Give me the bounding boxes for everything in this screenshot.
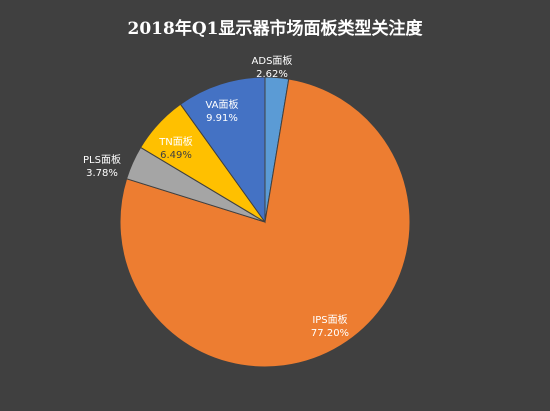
- slice-label-name: TN面板: [158, 135, 193, 148]
- chart-title: 2018年Q1显示器市场面板类型关注度: [127, 19, 423, 39]
- slice-label-name: IPS面板: [312, 313, 347, 326]
- slice-label-value: 9.91%: [206, 113, 238, 124]
- slice-label-name: ADS面板: [252, 54, 293, 67]
- slice-label-value: 2.62%: [256, 69, 288, 80]
- slice-label-value: 77.20%: [311, 328, 349, 339]
- slice-label-value: 3.78%: [86, 168, 118, 179]
- pie-slice-VA面板: [179, 76, 266, 224]
- slice-label-value: 6.49%: [160, 150, 192, 161]
- pie-slice-IPS面板: [119, 78, 411, 368]
- slice-label-name: VA面板: [205, 98, 238, 111]
- slice-label-name: PLS面板: [83, 153, 121, 166]
